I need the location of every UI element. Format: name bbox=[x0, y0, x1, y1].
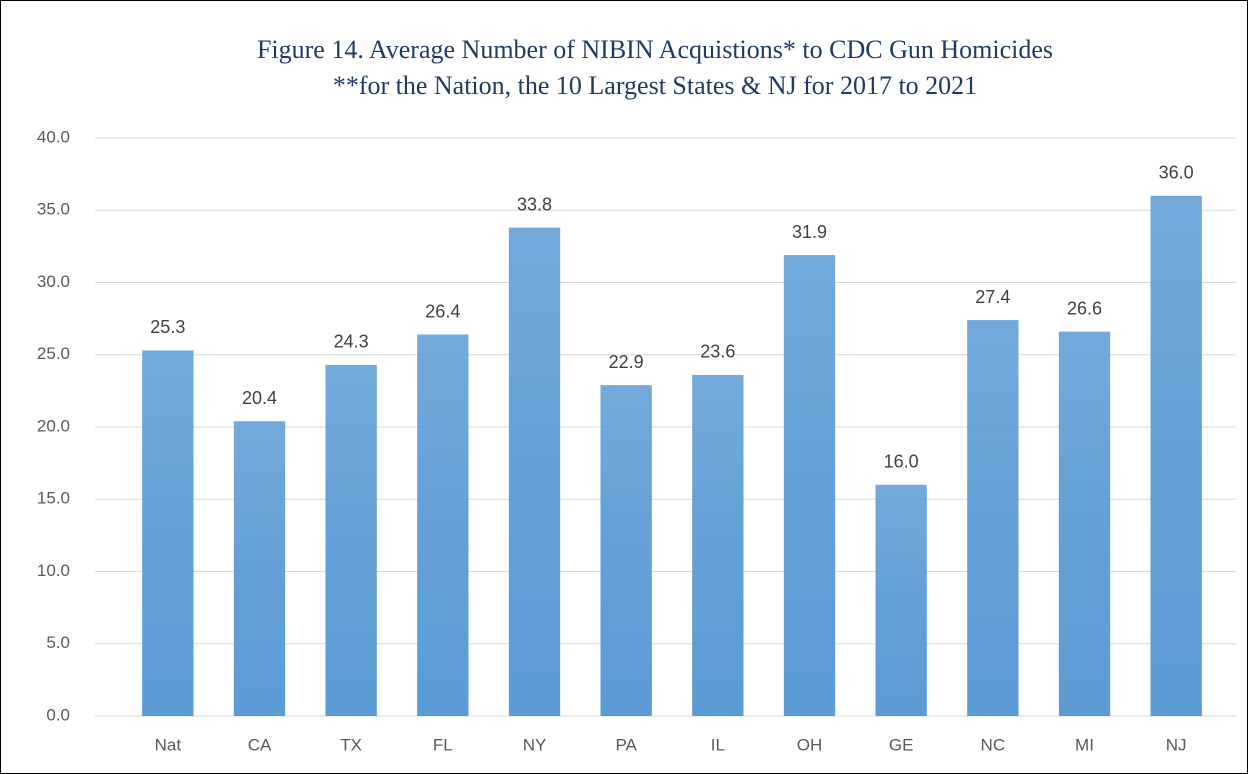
data-label: 16.0 bbox=[884, 452, 919, 472]
data-label: 26.6 bbox=[1067, 298, 1102, 318]
x-tick-label: MI bbox=[1075, 735, 1094, 754]
bar bbox=[875, 484, 927, 716]
y-tick-label: 30.0 bbox=[37, 272, 70, 291]
bar bbox=[783, 255, 836, 717]
bar bbox=[325, 364, 377, 716]
x-tick-label: FL bbox=[433, 735, 453, 754]
chart-title: **for the Nation, the 10 Largest States … bbox=[333, 71, 977, 100]
x-tick-label: IL bbox=[711, 735, 725, 754]
bar bbox=[233, 421, 286, 716]
y-tick-label: 5.0 bbox=[46, 633, 70, 652]
data-label: 27.4 bbox=[975, 287, 1010, 307]
data-label: 25.3 bbox=[150, 317, 185, 337]
data-label: 23.6 bbox=[700, 342, 735, 362]
x-tick-label: CA bbox=[248, 735, 272, 754]
data-label: 22.9 bbox=[609, 352, 644, 372]
data-label: 20.4 bbox=[242, 388, 277, 408]
y-tick-label: 0.0 bbox=[46, 705, 70, 724]
y-tick-label: 20.0 bbox=[37, 416, 70, 435]
y-tick-label: 40.0 bbox=[37, 127, 70, 146]
x-tick-label: NC bbox=[981, 735, 1006, 754]
data-label: 31.9 bbox=[792, 222, 827, 242]
bar bbox=[600, 385, 652, 716]
bar bbox=[417, 334, 469, 716]
bar bbox=[508, 227, 561, 716]
y-tick-label: 10.0 bbox=[37, 561, 70, 580]
bar bbox=[142, 350, 194, 716]
x-tick-label: NY bbox=[523, 735, 547, 754]
data-label: 26.4 bbox=[425, 301, 460, 321]
bar bbox=[1058, 331, 1111, 716]
x-tick-label: NJ bbox=[1166, 735, 1187, 754]
x-tick-label: TX bbox=[340, 735, 362, 754]
data-label: 36.0 bbox=[1159, 163, 1194, 183]
bar bbox=[692, 374, 744, 716]
chart-title: Figure 14. Average Number of NIBIN Acqui… bbox=[257, 35, 1053, 64]
x-tick-label: GE bbox=[889, 735, 914, 754]
x-tick-label: PA bbox=[615, 735, 637, 754]
bar bbox=[1150, 195, 1202, 717]
data-label: 33.8 bbox=[517, 194, 552, 214]
y-tick-label: 15.0 bbox=[37, 489, 70, 508]
x-tick-label: OH bbox=[797, 735, 823, 754]
x-tick-label: Nat bbox=[155, 735, 182, 754]
y-tick-label: 35.0 bbox=[37, 200, 70, 219]
data-label: 24.3 bbox=[334, 332, 369, 352]
y-tick-label: 25.0 bbox=[37, 344, 70, 363]
bar bbox=[967, 320, 1019, 716]
